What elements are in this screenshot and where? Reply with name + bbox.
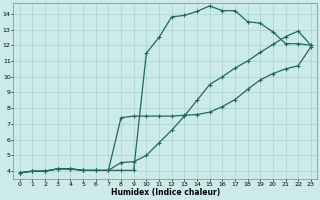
X-axis label: Humidex (Indice chaleur): Humidex (Indice chaleur) <box>111 188 220 197</box>
